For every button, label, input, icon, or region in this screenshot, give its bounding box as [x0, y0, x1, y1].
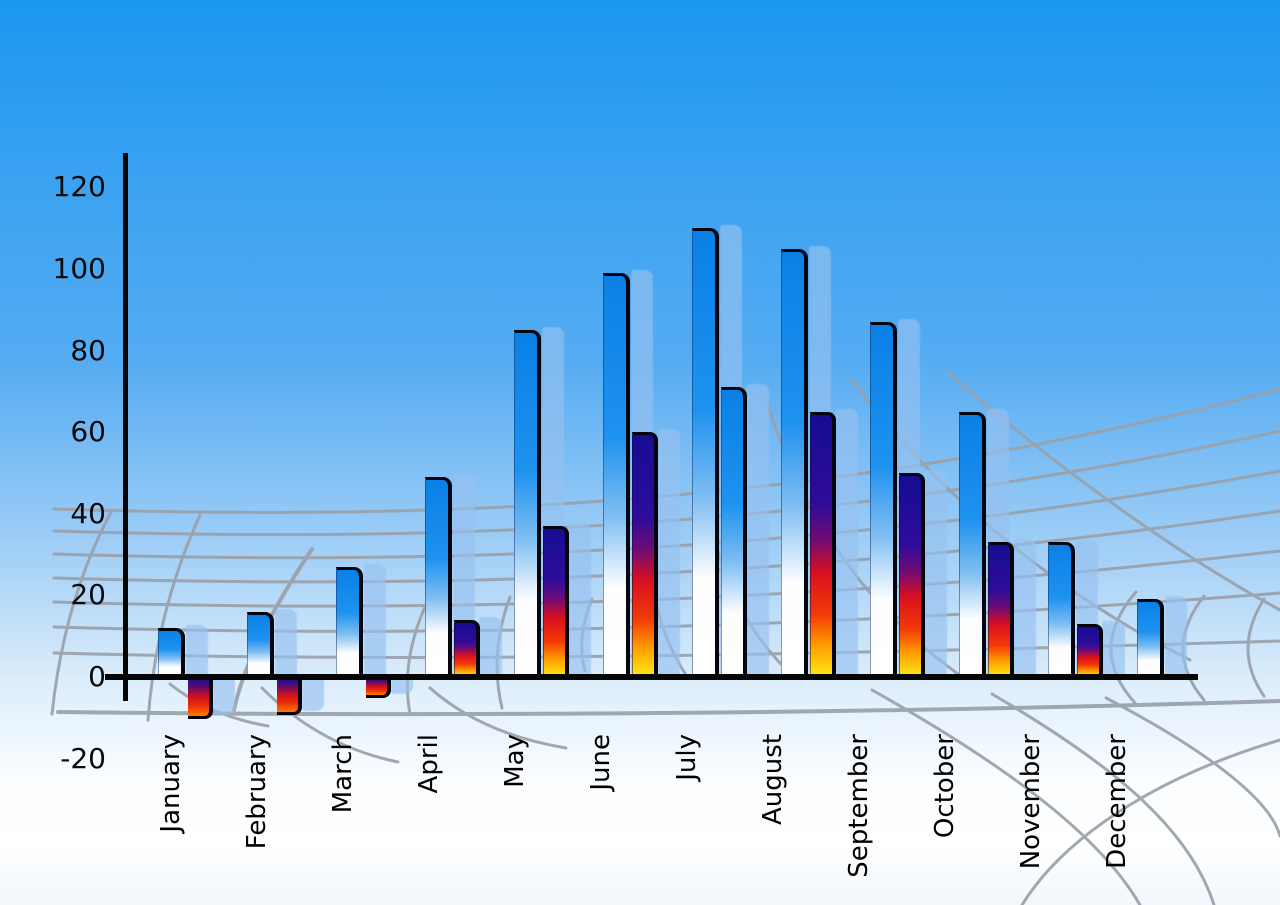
bar-december-main-shadow: [1165, 596, 1187, 678]
x-axis-label-october: October: [930, 734, 960, 839]
bar-november-secondary-shadow: [1102, 621, 1125, 678]
bar-january-main-shadow: [186, 625, 208, 678]
x-axis-label-july: July: [672, 734, 702, 781]
bar-february-main-shadow: [275, 609, 297, 678]
bar-march-main-shadow: [364, 564, 386, 678]
bar-april-secondary-shadow: [479, 617, 502, 678]
bar-june-secondary: [632, 432, 658, 677]
x-axis-label-march: March: [328, 734, 358, 814]
bar-march-secondary-shadow: [391, 678, 413, 694]
bar-july-main: [692, 228, 719, 677]
bar-september-secondary: [899, 473, 925, 677]
x-axis-label-august: August: [758, 734, 788, 825]
y-tick-label: 60: [70, 415, 106, 448]
bar-november-main: [1048, 542, 1075, 677]
bar-january-secondary-shadow: [213, 678, 235, 715]
bar-november-secondary: [1077, 624, 1103, 677]
bar-january-secondary: [188, 678, 213, 719]
x-axis-label-january: January: [156, 734, 186, 833]
x-axis-label-november: November: [1016, 734, 1046, 870]
y-tick-label: 120: [52, 170, 106, 203]
x-axis-label-february: February: [242, 734, 272, 850]
bar-february-secondary: [277, 678, 302, 715]
bar-april-main: [425, 477, 452, 677]
bar-october-secondary: [988, 542, 1014, 677]
x-axis-label-september: September: [844, 734, 874, 878]
x-axis-label-april: April: [414, 734, 444, 794]
x-axis-label-june: June: [586, 734, 616, 791]
bar-july-secondary: [721, 387, 747, 677]
y-tick-label: 20: [70, 578, 106, 611]
y-tick-label: 0: [88, 660, 106, 693]
x-baseline: [105, 674, 1198, 680]
bar-june-main: [603, 273, 630, 677]
bar-december-main: [1137, 599, 1164, 677]
bar-july-secondary-shadow: [746, 384, 769, 678]
bar-may-secondary-shadow: [568, 523, 591, 678]
bar-february-main: [247, 612, 274, 677]
bar-august-secondary: [810, 412, 836, 677]
bar-april-secondary: [454, 620, 480, 677]
bar-september-secondary-shadow: [924, 470, 947, 678]
bar-september-main: [870, 322, 897, 677]
bar-march-main: [336, 567, 363, 677]
bar-march-secondary: [366, 678, 391, 698]
bar-october-secondary-shadow: [1013, 539, 1036, 678]
bar-january-main: [158, 628, 185, 677]
bar-may-main: [514, 330, 541, 677]
y-tick-label: 40: [70, 497, 106, 530]
y-axis-line: [123, 153, 128, 701]
y-tick-label: 80: [70, 334, 106, 367]
bar-august-secondary-shadow: [835, 409, 858, 678]
bar-may-secondary: [543, 526, 569, 677]
bar-june-secondary-shadow: [657, 429, 680, 678]
bar-october-main: [959, 412, 986, 677]
bar-august-main: [781, 249, 808, 677]
bar-february-secondary-shadow: [302, 678, 324, 711]
x-axis-label-may: May: [500, 734, 530, 788]
y-tick-label: -20: [60, 742, 106, 775]
x-axis-label-december: December: [1102, 734, 1132, 869]
y-tick-label: 100: [52, 252, 106, 285]
